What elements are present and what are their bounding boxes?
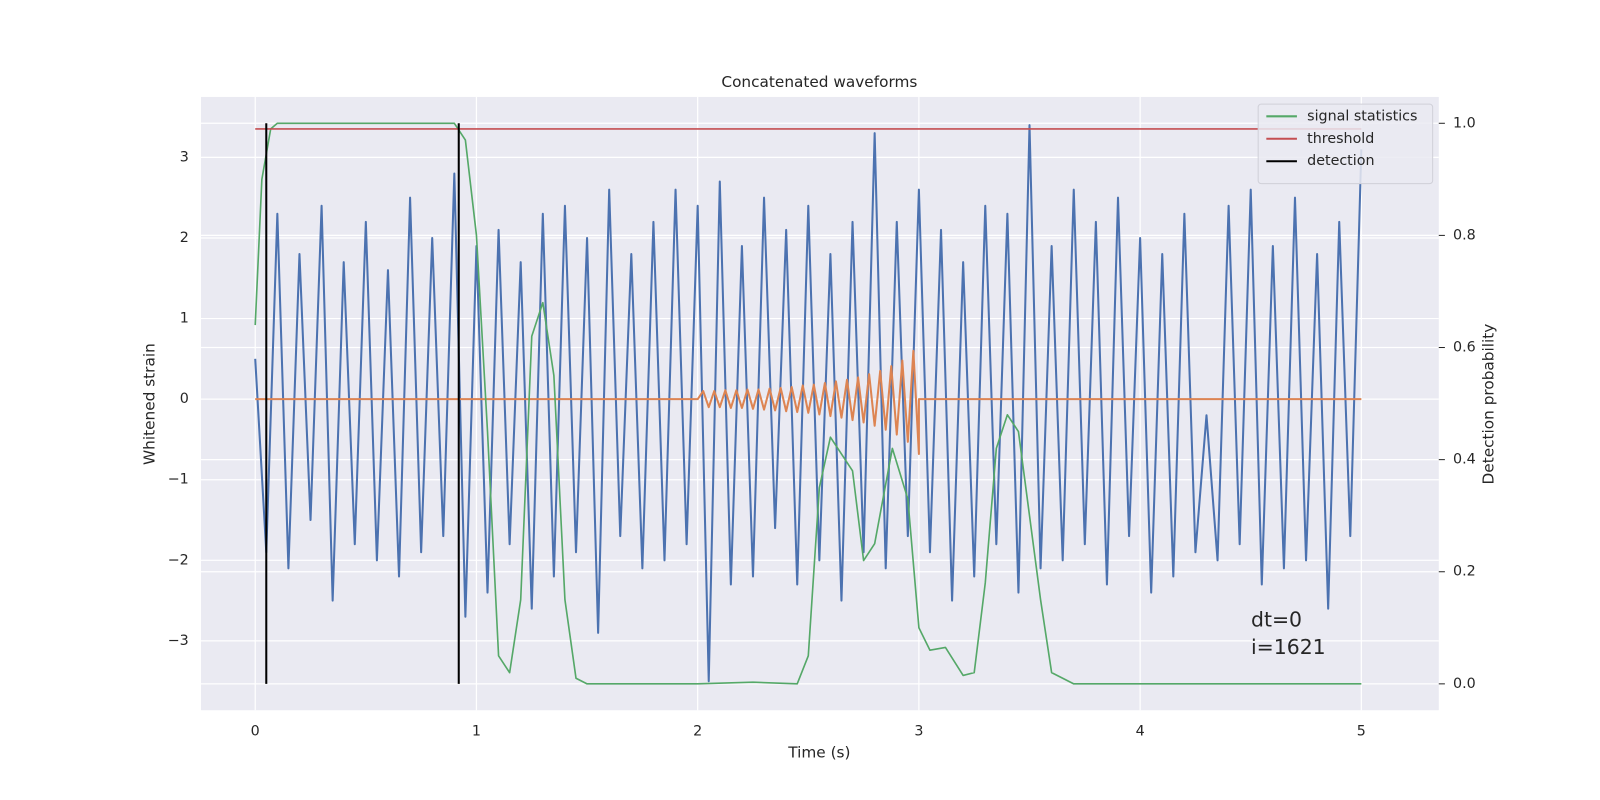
y2-tick-label: 0.8: [1453, 227, 1476, 243]
y-tick-label: 2: [180, 230, 189, 246]
x-tick-label: 1: [472, 724, 481, 740]
y-tick-label: −3: [168, 633, 189, 649]
legend-label: signal statistics: [1307, 108, 1417, 124]
y-tick-label: 3: [180, 149, 189, 165]
y-tick-label: 1: [180, 311, 189, 327]
annotation: dt=0: [1251, 607, 1302, 631]
x-tick-label: 4: [1136, 724, 1145, 740]
y-axis-label: Whitened strain: [141, 343, 159, 465]
chart-title: Concatenated waveforms: [721, 73, 917, 91]
y2-tick-label: 0.4: [1453, 452, 1476, 468]
legend-label: threshold: [1307, 131, 1374, 147]
y2-axis-label: Detection probability: [1479, 324, 1497, 485]
series-line: [254, 122, 1362, 685]
x-tick-label: 5: [1357, 724, 1366, 740]
lines: [254, 122, 1363, 685]
y2-tick-label: 0.2: [1453, 564, 1476, 580]
x-tick-label: 3: [914, 724, 923, 740]
legend-box: [1257, 103, 1434, 185]
labels: 0 1 2 3 4 5 −3 −2 −1 0 1 2 3 0.0 0.2 0.4 0.6 0.8 1.0 dt=0 i=…: [168, 115, 1476, 739]
series-line: [254, 124, 1363, 683]
y-tick-label: −2: [168, 552, 189, 568]
y2-tick-label: 0.0: [1453, 676, 1476, 692]
series-line: [255, 349, 1362, 455]
annotation: i=1621: [1251, 635, 1326, 659]
y2-tick-label: 1.0: [1453, 115, 1476, 131]
x-tick-label: 0: [251, 724, 260, 740]
y-tick-label: −1: [168, 472, 189, 488]
plot-area: [201, 96, 1439, 711]
x-tick-label: 2: [693, 724, 702, 740]
x-axis-label: Time (s): [787, 744, 850, 762]
legend-label: detection: [1307, 153, 1374, 169]
y2-tick-label: 0.6: [1453, 340, 1476, 356]
legend: signal statistics threshold detection: [1257, 103, 1434, 185]
y-tick-label: 0: [180, 391, 189, 407]
